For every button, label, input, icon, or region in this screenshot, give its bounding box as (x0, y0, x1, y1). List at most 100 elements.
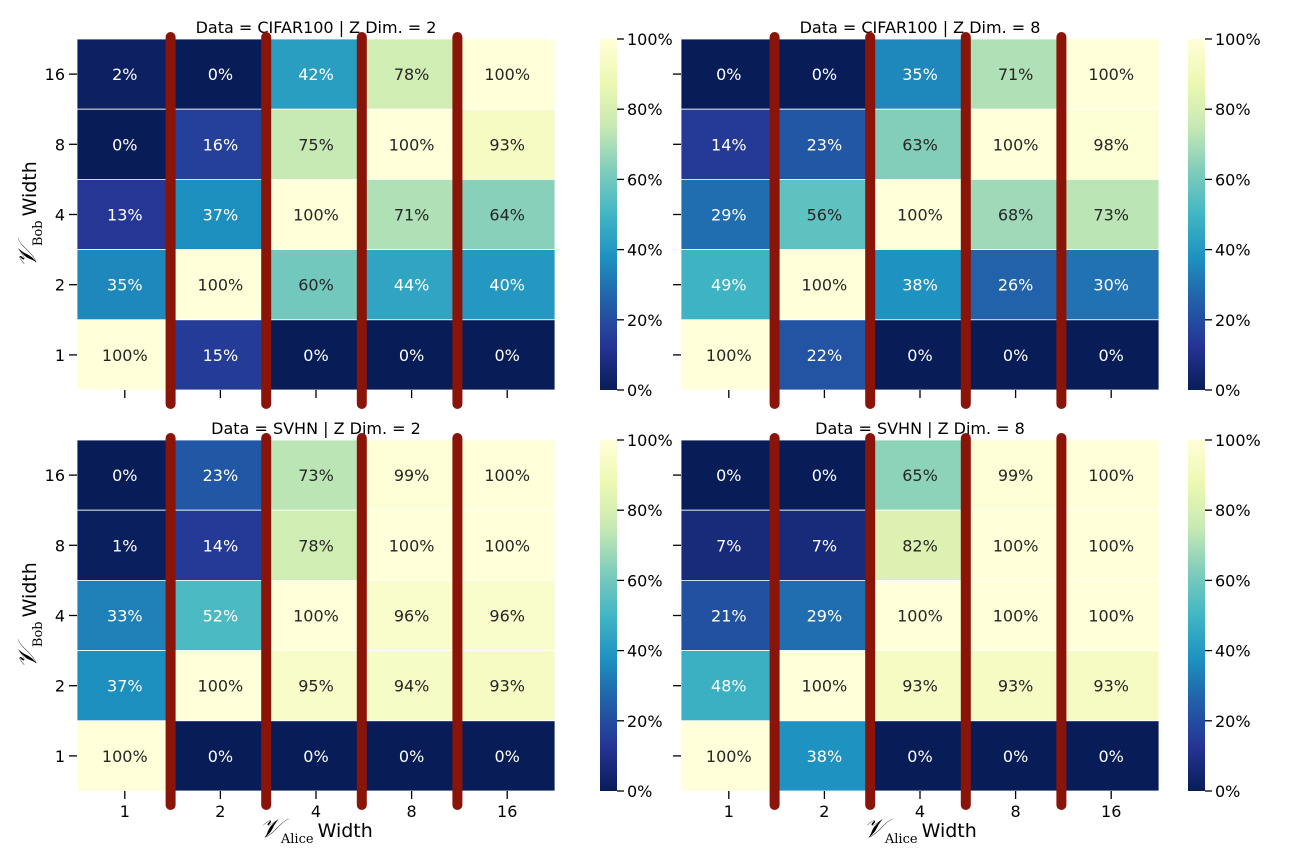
cell-label: 37% (107, 677, 143, 696)
cell-label: 100% (897, 206, 943, 225)
cell-label: 29% (711, 206, 747, 225)
cell-label: 38% (807, 747, 843, 766)
y-tick-label: 8 (55, 536, 65, 555)
heatmap-panel-1: Data = CIFAR100 | Z Dim. = 22% 0% 42% 78% 10… (13, 18, 673, 409)
colorbar-tick-label: 0% (1215, 381, 1240, 400)
cell-label: 13% (107, 206, 143, 225)
cell-label: 99% (394, 466, 430, 485)
heatmap-cell (680, 650, 777, 722)
heatmap-cell (172, 249, 269, 321)
cell-label: 22% (807, 346, 843, 365)
cell-label: 100% (198, 677, 244, 696)
cell-label: 100% (484, 536, 530, 555)
x-axis-label-text: Width (922, 820, 977, 842)
cell-label: 0% (399, 346, 424, 365)
heatmap-cell (776, 580, 873, 652)
colorbar-tick-label: 80% (1215, 100, 1251, 119)
heatmap-panel-4: Data = SVHN | Z Dim. = 8 0% 0% 65% 99% 100% 7%… (673, 419, 1261, 847)
heatmap-cell (458, 178, 556, 250)
cell-label: 93% (998, 677, 1034, 696)
cell-label: 2% (112, 65, 137, 84)
y-axis-label: 𝒱BobWidth (13, 161, 46, 268)
cell-label: 0% (208, 65, 233, 84)
cell-label: 63% (902, 135, 938, 154)
heatmap-panel-2: Data = CIFAR100 | Z Dim. = 8 0% 0% 35% 71% 10… (673, 18, 1261, 409)
heatmap-cell (1063, 178, 1160, 250)
x-tick-label: 4 (915, 802, 925, 821)
heatmap-cell (363, 580, 460, 652)
cell-label: 7% (716, 536, 741, 555)
y-axis-label-text: Width (19, 161, 41, 216)
heatmap-cell (458, 319, 556, 391)
cell-label: 100% (293, 206, 339, 225)
cell-label: 0% (303, 346, 328, 365)
cell-label: 100% (102, 346, 148, 365)
heatmap-cell (267, 319, 365, 391)
colorbar-tick-label: 0% (627, 782, 652, 801)
cell-label: 100% (1088, 466, 1134, 485)
heatmap-cell (363, 650, 460, 722)
heatmap-cell (871, 108, 969, 180)
cell-label: 100% (389, 135, 435, 154)
cell-label: 73% (1093, 206, 1129, 225)
cell-label: 73% (298, 466, 334, 485)
cell-label: 42% (298, 65, 334, 84)
cell-label: 100% (293, 607, 339, 626)
heatmap-cell (267, 509, 365, 581)
x-axis-label-subscript: Alice (884, 832, 918, 847)
colorbar-tick-label: 20% (1215, 712, 1251, 731)
cell-label: 100% (102, 747, 148, 766)
y-axis-label-text: Width (19, 562, 41, 617)
x-tick-label: 1 (120, 802, 130, 821)
heatmap-cell (267, 439, 365, 511)
heatmap-cell (458, 650, 556, 722)
colorbar-tick-label: 20% (627, 311, 663, 330)
heatmap-cell (267, 38, 365, 110)
cell-label: 0% (1003, 346, 1028, 365)
y-axis-label-subscript: Bob (31, 621, 46, 647)
heatmap-cell (1063, 509, 1160, 581)
heatmap-cell (172, 439, 269, 511)
cell-label: 96% (489, 607, 525, 626)
colorbar (600, 440, 617, 791)
cell-label: 0% (812, 65, 837, 84)
colorbar-tick-label: 40% (627, 642, 663, 661)
heatmap-cell (680, 439, 777, 511)
x-tick-label: 1 (724, 802, 734, 821)
colorbar (600, 39, 617, 390)
colorbar-tick-label: 60% (1215, 571, 1251, 590)
cell-label: 100% (1088, 65, 1134, 84)
cell-label: 0% (399, 747, 424, 766)
colorbar-tick-label: 20% (1215, 311, 1251, 330)
cell-label: 49% (711, 276, 747, 295)
cell-label: 29% (807, 607, 843, 626)
x-tick-label: 16 (497, 802, 517, 821)
heatmap-cell (172, 319, 269, 391)
cell-label: 40% (489, 276, 525, 295)
heatmap-cell (871, 580, 969, 652)
cell-label: 0% (716, 466, 741, 485)
colorbar-tick-label: 60% (627, 170, 663, 189)
x-tick-label: 16 (1101, 802, 1121, 821)
cell-label: 75% (298, 135, 334, 154)
heatmap-cell (1063, 580, 1160, 652)
y-axis-label-subscript: Bob (31, 220, 46, 246)
cell-label: 68% (998, 206, 1034, 225)
cell-label: 93% (489, 135, 525, 154)
x-axis-label: 𝒱Alice Width (259, 814, 373, 847)
x-axis-label-text: Width (318, 820, 373, 842)
colorbar-tick-label: 20% (627, 712, 663, 731)
cell-label: 96% (394, 607, 430, 626)
cell-label: 100% (389, 536, 435, 555)
heatmap-cell (76, 38, 173, 110)
heatmap-cell (871, 249, 969, 321)
cell-label: 33% (107, 607, 143, 626)
cell-label: 82% (902, 536, 938, 555)
cell-label: 100% (993, 607, 1039, 626)
heatmap-cell (1063, 38, 1160, 110)
y-tick-label: 8 (55, 135, 65, 154)
x-tick-label: 8 (407, 802, 417, 821)
colorbar-tick-label: 100% (1215, 30, 1261, 49)
heatmap-cell (1063, 108, 1160, 180)
colorbar (1188, 39, 1205, 390)
